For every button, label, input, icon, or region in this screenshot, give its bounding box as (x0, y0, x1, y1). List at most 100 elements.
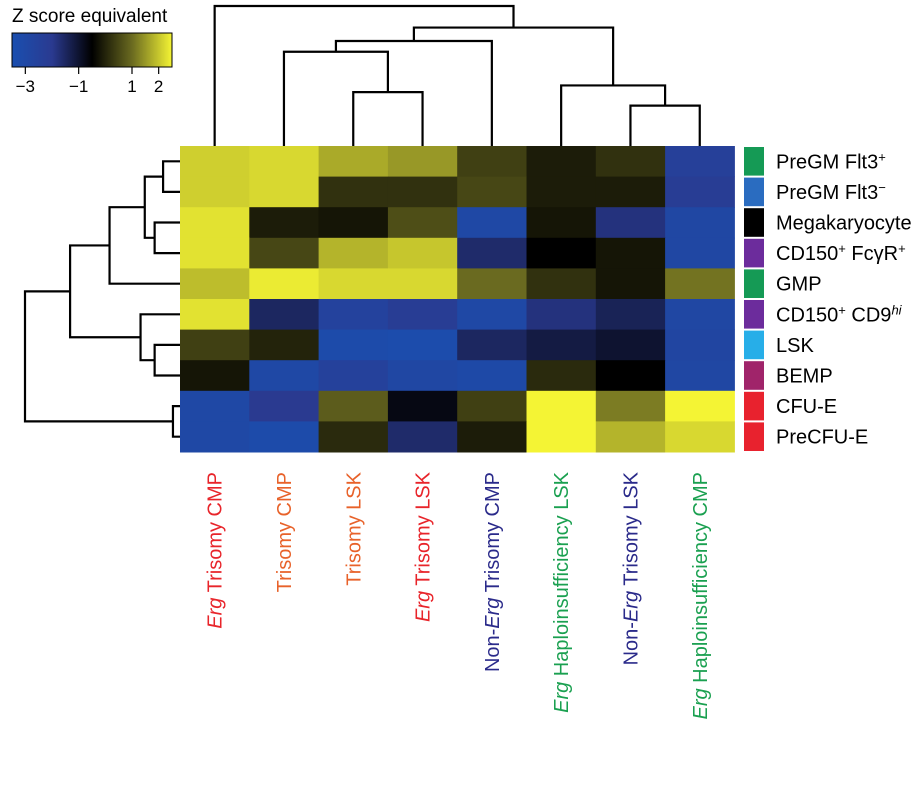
legend-tick-label: −1 (69, 77, 88, 96)
row-category-swatch (744, 147, 764, 176)
heatmap-cell (318, 146, 389, 178)
dendrogram-branch (412, 26, 615, 86)
heatmap-cell (665, 360, 735, 392)
heatmap-cell (665, 146, 735, 178)
heatmap-cell (595, 390, 666, 422)
heatmap-cell (595, 268, 666, 300)
heatmap-cell (249, 176, 320, 208)
heatmap-cell (318, 268, 389, 300)
dendrogram-branch (161, 160, 180, 193)
dendrogram-branch (139, 313, 180, 362)
dendrogram-branch (352, 91, 424, 146)
heatmap-cell (457, 390, 527, 422)
heatmap-cell (318, 329, 389, 361)
heatmap-cell (526, 268, 597, 300)
row-category-bar (744, 147, 764, 451)
heatmap-cell (180, 176, 250, 208)
heatmap-cell (180, 360, 250, 392)
heatmap-cell (665, 299, 735, 331)
color-legend: Z score equivalent −3 −1 1 2 (11, 6, 173, 96)
row-category-swatch (744, 422, 764, 451)
row-category-swatch (744, 238, 764, 268)
heatmap-cell (387, 390, 458, 422)
row-category-swatch (744, 361, 764, 390)
heatmap-cell (180, 268, 250, 300)
column-label: Trisomy LSK (343, 471, 365, 585)
heatmap-cell (665, 176, 735, 208)
heatmap-cell (665, 268, 735, 300)
heatmap-cell (249, 207, 320, 239)
row-label: LSK (776, 335, 814, 357)
column-label: Trisomy CMP (274, 472, 296, 592)
heatmap-cell (180, 329, 250, 361)
heatmap-cell (665, 237, 735, 269)
dendrogram-branch (629, 104, 701, 146)
column-label: Erg Trisomy LSK (413, 471, 435, 622)
dendrogram-branch (23, 290, 173, 423)
column-label: Erg Trisomy CMP (205, 472, 227, 629)
row-category-swatch (744, 177, 764, 207)
heatmap-cell (318, 390, 389, 422)
heatmap-cell (318, 207, 389, 239)
dendrogram-branch (282, 50, 389, 146)
heatmap-cell (387, 207, 458, 239)
heatmap-cell (457, 360, 527, 392)
dendrogram-branch (560, 84, 667, 146)
heatmap-cell (526, 329, 597, 361)
heatmap-cell (457, 237, 527, 269)
heatmap-cell (595, 299, 666, 331)
row-dendrogram (23, 160, 180, 438)
heatmap-cell (526, 146, 597, 178)
legend-tick-label: 1 (127, 77, 136, 96)
heatmap-cell (249, 237, 320, 269)
heatmap-cell (526, 360, 597, 392)
row-label: CD150+ FcγR+ (776, 241, 906, 266)
heatmap-cell (387, 176, 458, 208)
heatmap-cells (180, 146, 735, 453)
row-label: BEMP (776, 366, 833, 388)
heatmap-cell (387, 237, 458, 269)
heatmap-cell (526, 390, 597, 422)
row-label: PreCFU-E (776, 427, 868, 449)
dendrogram-branch (153, 221, 180, 255)
heatmap-cell (249, 329, 320, 361)
heatmap-cell (180, 390, 250, 422)
heatmap-cell (318, 176, 389, 208)
heatmap-cell (387, 421, 458, 453)
legend-colorbar (11, 32, 173, 68)
heatmap-cell (526, 421, 597, 453)
legend-title: Z score equivalent (12, 6, 168, 27)
heatmap-cell (457, 146, 527, 178)
heatmap-cell (595, 207, 666, 239)
heatmap-cell (595, 237, 666, 269)
heatmap-cell (595, 329, 666, 361)
heatmap-cell (387, 299, 458, 331)
heatmap-cell (180, 146, 250, 178)
heatmap-cell (249, 268, 320, 300)
legend-tick-label: −3 (16, 77, 35, 96)
heatmap-cell (318, 360, 389, 392)
column-labels: Erg Trisomy CMP Trisomy CMP Trisomy LSK Erg… (205, 471, 712, 719)
column-label: Erg Haploinsufficiency LSK (551, 471, 573, 713)
row-label: CD150+ CD9hi (776, 302, 903, 327)
heatmap-cell (180, 421, 250, 453)
heatmap-cell (249, 421, 320, 453)
row-label: PreGM Flt3+ (776, 149, 886, 174)
heatmap-cell (457, 299, 527, 331)
row-category-swatch (744, 300, 764, 329)
heatmap-cell (457, 329, 527, 361)
row-label: PreGM Flt3− (776, 179, 886, 204)
heatmap-cell (526, 237, 597, 269)
column-label: Non-Erg Trisomy LSK (620, 471, 642, 665)
heatmap-cell (665, 329, 735, 361)
heatmap-cell (387, 329, 458, 361)
heatmap-cell (457, 421, 527, 453)
heatmap-cell (249, 299, 320, 331)
heatmap-cell (595, 146, 666, 178)
heatmap-cell (595, 176, 666, 208)
heatmap-cell (318, 237, 389, 269)
heatmap-cell (457, 207, 527, 239)
dendrogram-branch (153, 343, 180, 377)
column-dendrogram (213, 4, 701, 146)
